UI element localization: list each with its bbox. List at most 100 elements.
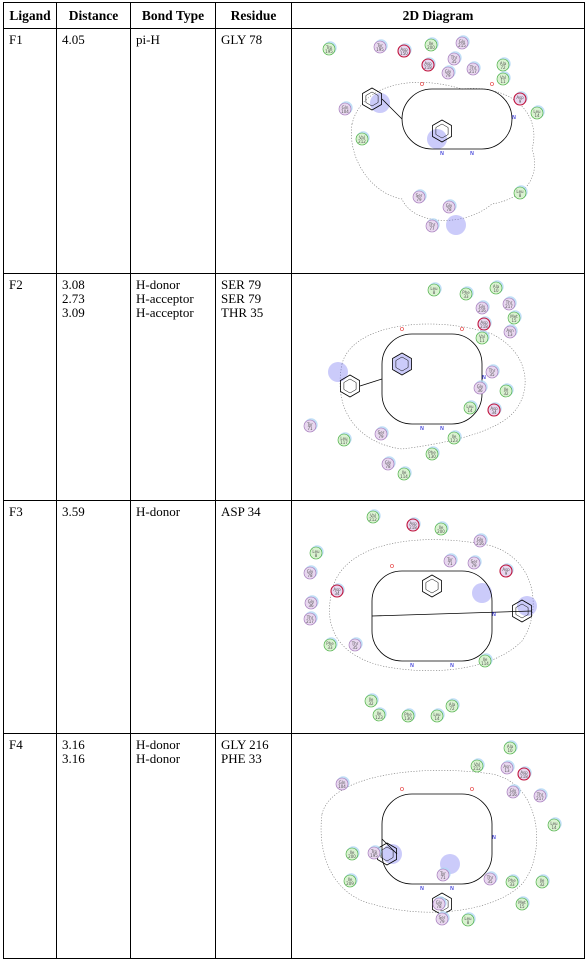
residue-number: 34 (334, 591, 340, 596)
svg-text:N: N (450, 886, 454, 892)
residue-number: 35 (489, 372, 495, 377)
residue-name: Ile (402, 470, 407, 475)
residue-number: 35 (487, 879, 493, 884)
residue-number: 218 (409, 525, 417, 530)
residue-name: Met (518, 900, 526, 905)
svg-text:N: N (440, 426, 444, 432)
residue-name: Asn (506, 328, 514, 333)
bond-type-value: pi-H (136, 32, 160, 47)
svg-text:N: N (420, 886, 424, 892)
svg-text:N: N (450, 663, 454, 669)
residue-number: 79 (378, 434, 384, 439)
header-diagram: 2D Diagram (291, 2, 585, 29)
residue-name: Gly (459, 39, 466, 44)
residue-name: Asp (480, 320, 488, 325)
residue-name: Gly (385, 460, 392, 465)
residue-name: Phe (404, 712, 412, 717)
svg-text:O: O (470, 787, 474, 793)
residue-name: Asp (424, 61, 432, 66)
residue-number: 200 (427, 45, 435, 50)
residue-number: 35 (352, 645, 358, 650)
residue-number: 79 (445, 73, 451, 78)
residue-name: Phe (508, 878, 516, 883)
residue-name: Asp (400, 47, 408, 52)
cell-residue: GLY 216 PHE 33 (215, 733, 292, 959)
residue-name: Gly (307, 569, 314, 574)
cell-residue: ASP 34 (215, 500, 292, 734)
residue-number: 78 (307, 573, 313, 578)
residue-name: Asp (502, 567, 510, 572)
residue-name: Ile (348, 877, 353, 882)
residue-name: Thr (306, 615, 314, 620)
residue-number: 15 (511, 318, 517, 323)
residue-name: Ile (350, 850, 355, 855)
residue-number: 33 (463, 294, 469, 299)
interaction-diagram: OONNNVal212Asp218Ile200Leu8Gly216Gly78Ty… (303, 509, 537, 723)
residue-name: Ile (483, 657, 488, 662)
cell-ligand: F3 (3, 500, 57, 734)
residue-number: 78 (446, 207, 452, 212)
svg-text:N: N (420, 426, 424, 432)
residue-name: Phe (326, 641, 334, 646)
residue-name: Asp (516, 95, 524, 100)
residue-name: Leu (533, 109, 541, 114)
cell-ligand: F2 (3, 273, 57, 501)
svg-text:N: N (492, 612, 496, 618)
residue-name: Ile (504, 387, 509, 392)
residue-name: Met (510, 314, 518, 319)
residue-name: Gln (339, 780, 346, 785)
residue-number: 117 (340, 440, 348, 445)
residue-name: Thr (450, 55, 458, 60)
residue-name: Ser (471, 559, 478, 564)
residue-number: 130 (428, 454, 436, 459)
residue-name: Ala (449, 702, 456, 707)
residue-number: 71 (307, 426, 313, 431)
residue-number: 215 (458, 43, 466, 48)
svg-text:O: O (390, 564, 394, 570)
residue-number: 9 (505, 571, 508, 576)
residue-name: Phe (462, 290, 470, 295)
residue-value: PHE 33 (221, 751, 262, 766)
residue-name: Ala (493, 284, 500, 289)
residue-name: Tyr (446, 557, 453, 562)
residue-name: Ile (369, 697, 374, 702)
residue-number: 218 (520, 774, 528, 779)
ligand-structure: O O N N N (320, 770, 537, 916)
residue-number: 11 (500, 79, 506, 84)
residue-number: 79 (416, 197, 422, 202)
header-row: Ligand Distance Bond Type Residue 2D Dia… (3, 2, 585, 29)
svg-text:N: N (482, 375, 486, 381)
residue-name: Gly (479, 304, 486, 309)
